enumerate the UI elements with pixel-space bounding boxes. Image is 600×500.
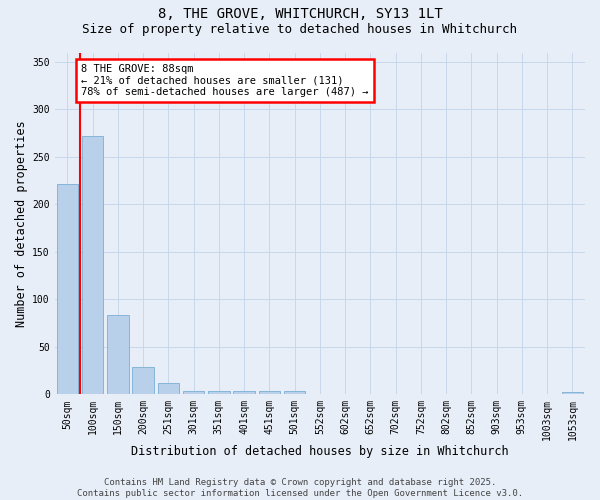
Bar bbox=[158, 383, 179, 394]
Bar bbox=[562, 392, 583, 394]
Bar bbox=[183, 390, 204, 394]
Text: Contains HM Land Registry data © Crown copyright and database right 2025.
Contai: Contains HM Land Registry data © Crown c… bbox=[77, 478, 523, 498]
Bar bbox=[259, 390, 280, 394]
Text: 8 THE GROVE: 88sqm
← 21% of detached houses are smaller (131)
78% of semi-detach: 8 THE GROVE: 88sqm ← 21% of detached hou… bbox=[81, 64, 368, 97]
Y-axis label: Number of detached properties: Number of detached properties bbox=[15, 120, 28, 326]
Bar bbox=[82, 136, 103, 394]
Bar bbox=[284, 392, 305, 394]
Bar bbox=[133, 367, 154, 394]
X-axis label: Distribution of detached houses by size in Whitchurch: Distribution of detached houses by size … bbox=[131, 444, 509, 458]
Bar bbox=[107, 314, 128, 394]
Bar bbox=[208, 392, 230, 394]
Text: 8, THE GROVE, WHITCHURCH, SY13 1LT: 8, THE GROVE, WHITCHURCH, SY13 1LT bbox=[158, 8, 442, 22]
Bar bbox=[233, 390, 255, 394]
Bar bbox=[56, 184, 78, 394]
Text: Size of property relative to detached houses in Whitchurch: Size of property relative to detached ho… bbox=[83, 22, 517, 36]
